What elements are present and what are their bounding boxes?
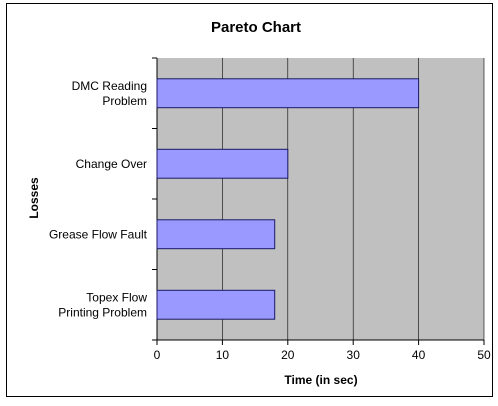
category-label: Change Over — [76, 157, 147, 171]
x-tick-label: 0 — [154, 348, 161, 362]
category-label: DMC Reading Problem — [72, 79, 147, 108]
x-tick-label: 50 — [477, 348, 491, 362]
plot-area: 0 10 20 30 40 50 DMC Reading Problem Change Over… — [49, 57, 491, 362]
bar — [156, 219, 276, 250]
x-tick-label: 10 — [216, 348, 230, 362]
bar — [156, 289, 276, 320]
x-axis-label: Time (in sec) — [284, 373, 357, 387]
x-tick-label: 20 — [281, 348, 295, 362]
category-label: Topex Flow Printing Problem — [58, 290, 147, 319]
category-label: Grease Flow Fault — [49, 227, 148, 241]
y-axis-label: Losses — [27, 177, 41, 219]
x-tick-label: 30 — [347, 348, 361, 362]
bar — [156, 148, 289, 179]
bar — [156, 78, 420, 109]
chart-title: Pareto Chart — [211, 19, 301, 36]
x-tick-label: 40 — [412, 348, 426, 362]
